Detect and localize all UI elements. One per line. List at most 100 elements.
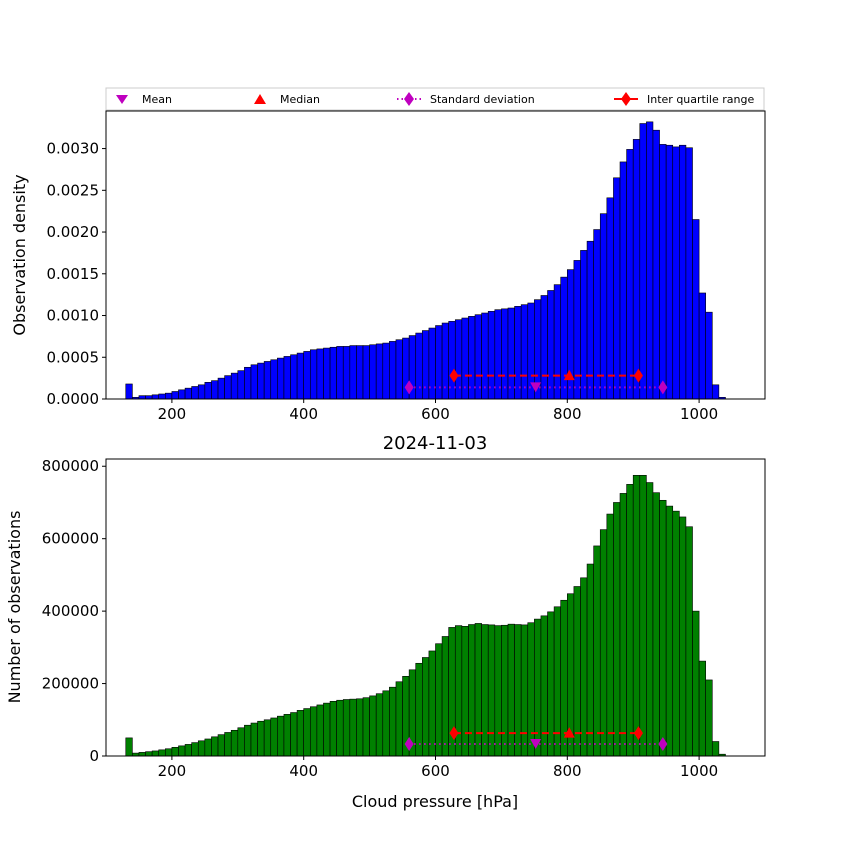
histogram-bar — [632, 139, 641, 400]
histogram-bar — [435, 325, 443, 400]
legend: Mean Median Standard deviation Inter qua… — [105, 87, 765, 111]
histogram-bar — [679, 144, 687, 400]
y-tick-label: 800000 — [42, 457, 99, 475]
histogram-bar — [263, 361, 272, 400]
iqr-upper-marker — [633, 726, 643, 741]
legend-entry-median: Median — [254, 93, 320, 106]
histogram-bar — [309, 349, 318, 400]
histogram-bar — [547, 290, 555, 400]
histogram-bar — [520, 624, 529, 757]
histogram-bar — [237, 727, 245, 757]
histogram-bar — [481, 312, 489, 400]
histogram-bar — [705, 679, 713, 757]
histogram-bar — [514, 624, 522, 757]
x-tick-label: 600 — [421, 762, 450, 780]
histogram-bar — [197, 384, 206, 400]
histogram-bar — [158, 393, 166, 400]
std-upper-marker — [658, 380, 668, 395]
histogram-bar — [501, 308, 509, 400]
histogram-bar — [362, 697, 370, 757]
histogram-bar — [237, 370, 245, 400]
histogram-bar — [171, 391, 179, 400]
mean-marker — [530, 382, 542, 393]
histogram-bar — [303, 351, 311, 400]
mean-marker — [530, 739, 542, 750]
histogram-bar — [560, 276, 568, 400]
histogram-bar — [487, 311, 496, 400]
histogram-bar — [244, 366, 252, 400]
histogram-bar — [487, 624, 496, 757]
y-tick-label: 200000 — [42, 675, 99, 693]
histogram-bar — [540, 295, 548, 400]
histogram-bar — [250, 722, 258, 757]
legend-median-marker — [254, 94, 266, 104]
histogram-bar — [494, 625, 502, 757]
count-annotations — [404, 726, 668, 752]
std-lower-marker — [404, 380, 414, 395]
histogram-bar — [191, 742, 199, 757]
y-tick-label: 0.0010 — [47, 307, 100, 325]
histogram-bar — [224, 732, 232, 757]
histogram-bar — [270, 359, 278, 400]
histogram-bar — [290, 354, 298, 400]
histogram-bar — [573, 586, 581, 757]
histogram-bar — [395, 681, 403, 757]
y-tick-label: 600000 — [42, 530, 99, 548]
histogram-bar — [698, 292, 706, 400]
histogram-bar — [244, 724, 252, 757]
histogram-bar — [435, 643, 443, 757]
histogram-bar — [283, 714, 291, 757]
histogram-bar — [494, 309, 502, 400]
histogram-bar — [158, 749, 166, 757]
histogram-bar — [646, 482, 654, 757]
histogram-bar — [296, 352, 304, 400]
histogram-bar — [672, 146, 680, 400]
legend-median-label: Median — [280, 93, 320, 106]
histogram-bar — [204, 738, 212, 757]
histogram-bar — [151, 394, 160, 400]
histogram-bar — [540, 615, 548, 757]
histogram-bar — [441, 636, 449, 757]
histogram-bar — [527, 622, 535, 757]
count-yticks: 0 200000 400000 600000 800000 — [42, 457, 106, 765]
histogram-bar — [323, 702, 331, 757]
legend-frame — [105, 87, 765, 111]
histogram-bar — [217, 734, 225, 757]
histogram-bar — [356, 698, 364, 757]
histogram-bar — [342, 346, 351, 400]
legend-entry-iqr: Inter quartile range — [614, 92, 754, 106]
histogram-bar — [547, 611, 555, 757]
y-tick-label: 0.0020 — [47, 223, 100, 241]
histogram-bar — [224, 375, 232, 400]
histogram-bar — [659, 144, 667, 400]
histogram-bar — [711, 741, 720, 757]
histogram-bar — [375, 343, 384, 400]
histogram-bar — [481, 624, 489, 757]
histogram-bar — [613, 177, 621, 400]
histogram-bar — [349, 698, 357, 757]
histogram-bar — [303, 708, 311, 757]
histogram-bar — [711, 384, 720, 400]
std-lower-marker — [404, 737, 414, 752]
histogram-bar — [197, 740, 206, 757]
histogram-bar — [250, 364, 258, 400]
legend-entry-std: Standard deviation — [397, 92, 535, 106]
legend-std-label: Standard deviation — [430, 93, 535, 106]
histogram-bar — [336, 699, 344, 757]
x-tick-label: 800 — [553, 762, 582, 780]
median-marker — [563, 727, 575, 738]
histogram-bar — [428, 650, 436, 757]
histogram-bar — [211, 380, 219, 400]
x-tick-label: 400 — [289, 405, 318, 423]
histogram-bar — [145, 395, 153, 400]
median-marker — [563, 369, 575, 381]
histogram-bar — [217, 377, 225, 400]
histogram-bar — [507, 623, 515, 757]
histogram-bar — [422, 330, 430, 400]
histogram-bar — [277, 715, 285, 757]
legend-std-marker — [404, 92, 414, 106]
histogram-bar — [573, 260, 581, 400]
density-panel: 0.0000 0.0005 0.0010 0.0015 0.0020 0.0025 0.00… — [10, 110, 766, 423]
histogram-bar — [646, 121, 654, 400]
histogram-bar — [672, 510, 680, 757]
